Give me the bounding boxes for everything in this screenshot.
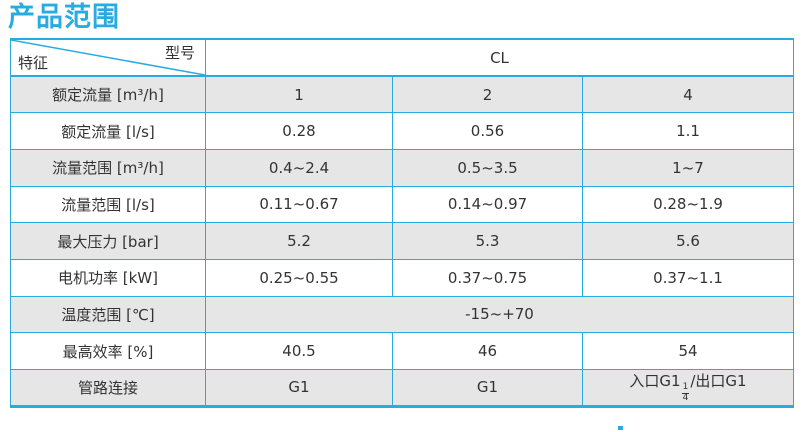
table-row: 电机功率 [kW] 0.25~0.55 0.37~0.75 0.37~1.1: [10, 258, 794, 297]
product-range-table: 型号 特征 CL 额定流量 [m³/h] 1 2 4 额定流量 [l/s] 0.…: [10, 38, 794, 408]
row-label: 额定流量 [l/s]: [10, 112, 206, 150]
cell-pipe-connection: 入口G1 1 4/出口G1: [582, 369, 794, 407]
row-label: 管路连接: [10, 369, 206, 407]
cell-value: 0.5~3.5: [392, 148, 583, 187]
cell-value: 5.6: [582, 222, 794, 260]
cell-value: 0.14~0.97: [392, 185, 583, 224]
table-row: 额定流量 [l/s] 0.28 0.56 1.1: [10, 112, 794, 150]
cell-value: 1~7: [582, 148, 794, 187]
table-row: 额定流量 [m³/h] 1 2 4: [10, 75, 794, 114]
cell-value: G1: [205, 369, 393, 407]
cell-value: 2: [392, 75, 583, 114]
cell-value: 0.28: [205, 112, 393, 150]
cell-value: 0.56: [392, 112, 583, 150]
pipe-connection-prefix: 入口G1: [629, 372, 681, 391]
cell-value: 0.11~0.67: [205, 185, 393, 224]
cell-value: 0.37~0.75: [392, 258, 583, 297]
cell-value: 5.3: [392, 222, 583, 260]
table-row: 流量范围 [l/s] 0.11~0.67 0.14~0.97 0.28~1.9: [10, 185, 794, 224]
row-label: 温度范围 [℃]: [10, 295, 206, 334]
pipe-connection-suffix: /出口G1: [690, 372, 747, 391]
row-label: 电机功率 [kW]: [10, 258, 206, 297]
cell-value: 54: [582, 332, 794, 370]
cell-value: 1: [205, 75, 393, 114]
diagonal-divider: [11, 40, 205, 75]
table-row: 最大压力 [bar] 5.2 5.3 5.6: [10, 222, 794, 260]
cell-value: 4: [582, 75, 794, 114]
page-title: 产品范围: [8, 2, 120, 33]
fraction-denominator: 4: [682, 393, 689, 404]
row-label: 额定流量 [m³/h]: [10, 75, 206, 114]
cell-value: 0.28~1.9: [582, 185, 794, 224]
row-label: 最大压力 [bar]: [10, 222, 206, 260]
row-label: 流量范围 [m³/h]: [10, 148, 206, 187]
cell-value: 5.2: [205, 222, 393, 260]
cell-value: 0.4~2.4: [205, 148, 393, 187]
table-row: 管路连接 G1 G1 入口G1 1 4/出口G1: [10, 369, 794, 407]
row-label: 流量范围 [l/s]: [10, 185, 206, 224]
cell-value: 0.37~1.1: [582, 258, 794, 297]
table-row: 温度范围 [℃] -15~+70: [10, 295, 794, 334]
cell-value: 40.5: [205, 332, 393, 370]
corner-model-label: 型号: [164, 44, 195, 62]
cell-value: 46: [392, 332, 583, 370]
stray-cyan-mark: [618, 426, 623, 430]
cell-value: 1.1: [582, 112, 794, 150]
corner-header-cell: 型号 特征: [10, 38, 206, 77]
fraction-numerator: 1: [681, 382, 690, 395]
table-row: 最高效率 [%] 40.5 46 54: [10, 332, 794, 370]
row-label: 最高效率 [%]: [10, 332, 206, 370]
cell-value: 0.25~0.55: [205, 258, 393, 297]
corner-feature-label: 特征: [18, 54, 49, 72]
table-row: 流量范围 [m³/h] 0.4~2.4 0.5~3.5 1~7: [10, 148, 794, 187]
cell-merged-value: -15~+70: [205, 295, 794, 334]
series-header-cell: CL: [205, 38, 794, 77]
table-header-row: 型号 特征 CL: [10, 38, 794, 77]
cell-value: G1: [392, 369, 583, 407]
